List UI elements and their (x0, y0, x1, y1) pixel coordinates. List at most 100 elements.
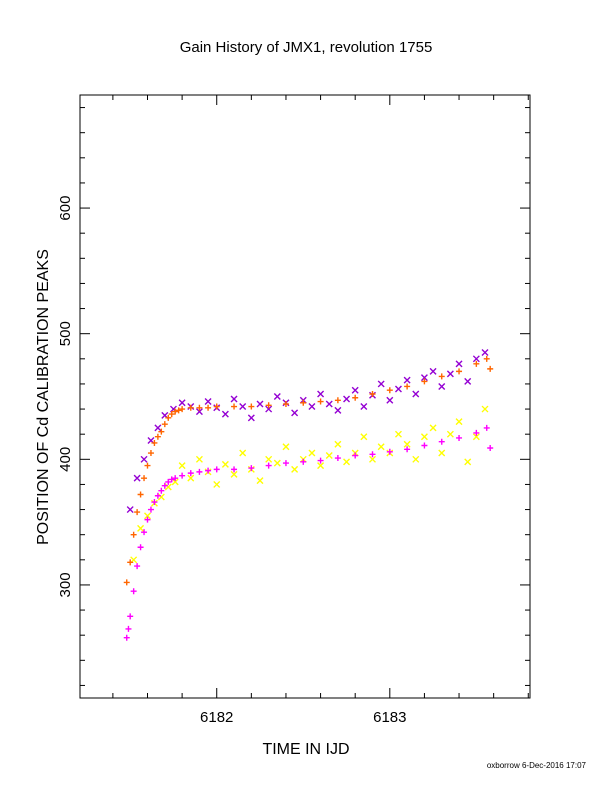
data-point (161, 482, 168, 489)
data-point (164, 483, 172, 491)
data-point (473, 360, 480, 367)
data-point (334, 397, 341, 404)
tick-labels: 6182 6183 300 400 500 600 (57, 196, 406, 726)
data-point (343, 458, 351, 466)
data-point (473, 429, 480, 436)
data-point (123, 579, 130, 586)
data-point (137, 524, 145, 532)
data-point (334, 455, 341, 462)
data-point (282, 401, 289, 408)
data-point (141, 475, 148, 482)
data-point (127, 613, 134, 620)
data-point (343, 395, 351, 403)
data-point (196, 468, 203, 475)
axis-ticks (80, 95, 530, 698)
data-point (213, 466, 220, 473)
data-point (158, 428, 165, 435)
data-point (412, 390, 420, 398)
data-point (151, 499, 158, 506)
data-point (256, 400, 264, 408)
data-point (123, 634, 130, 641)
data-point (464, 458, 472, 466)
data-point (126, 506, 134, 514)
data-point (137, 544, 144, 551)
x-tick-label: 6182 (200, 709, 233, 726)
data-point (221, 410, 229, 418)
data-point (282, 460, 289, 467)
data-point (308, 449, 316, 457)
footer-credit: oxborrow 6-Dec-2016 17:07 (487, 761, 587, 770)
data-point (213, 403, 220, 410)
data-point (151, 439, 158, 446)
data-point (334, 440, 342, 448)
data-point (265, 405, 273, 413)
data-point (420, 374, 428, 382)
series-1 (126, 349, 489, 514)
data-point (172, 408, 179, 415)
data-point (179, 406, 186, 413)
data-point (178, 462, 186, 470)
data-point (446, 430, 454, 438)
data-point (178, 399, 186, 407)
data-point (404, 383, 411, 390)
data-point (352, 452, 359, 459)
data-point (165, 414, 172, 421)
data-point (196, 404, 203, 411)
data-point (221, 460, 229, 468)
data-point (377, 443, 385, 451)
data-point (404, 446, 411, 453)
data-point (291, 465, 299, 473)
data-point (369, 390, 376, 397)
data-point (438, 449, 446, 457)
data-point (282, 443, 290, 451)
data-point (360, 433, 368, 441)
data-point (127, 559, 134, 566)
data-point (165, 478, 172, 485)
data-point (317, 398, 324, 405)
data-point (179, 472, 186, 479)
data-point (175, 407, 182, 414)
data-point (273, 459, 281, 467)
data-point (394, 430, 402, 438)
data-point (161, 421, 168, 428)
data-point (438, 382, 446, 390)
data-point (265, 455, 273, 463)
data-point (403, 376, 411, 384)
y-tick-label: 300 (57, 572, 74, 597)
data-point (429, 367, 437, 375)
data-point (483, 355, 490, 362)
data-point (144, 462, 151, 469)
data-point (231, 466, 238, 473)
data-point (248, 403, 255, 410)
y-tick-label: 500 (57, 321, 74, 346)
data-point (455, 418, 463, 426)
data-point (317, 457, 324, 464)
data-point (168, 411, 175, 418)
data-point (456, 434, 463, 441)
data-point (481, 405, 489, 413)
data-point (464, 377, 472, 385)
data-point (438, 373, 445, 380)
data-point (386, 448, 393, 455)
data-point (133, 474, 141, 482)
data-point (130, 531, 137, 538)
data-point (456, 368, 463, 375)
data-point (369, 451, 376, 458)
data-point (481, 349, 489, 357)
data-point (130, 588, 137, 595)
data-point (205, 467, 212, 474)
plot-frame (79, 94, 531, 699)
data-point (134, 509, 141, 516)
data-point (134, 563, 141, 570)
data-point (157, 493, 165, 501)
data-point (230, 395, 238, 403)
data-point (403, 440, 411, 448)
data-point (487, 365, 494, 372)
data-point (412, 455, 420, 463)
data-point (273, 393, 281, 400)
data-point (239, 449, 247, 457)
data-point (144, 512, 151, 520)
x-axis-label: TIME IN IJD (262, 741, 349, 758)
chart-title: Gain History of JMX1, revolution 1755 (180, 39, 433, 56)
